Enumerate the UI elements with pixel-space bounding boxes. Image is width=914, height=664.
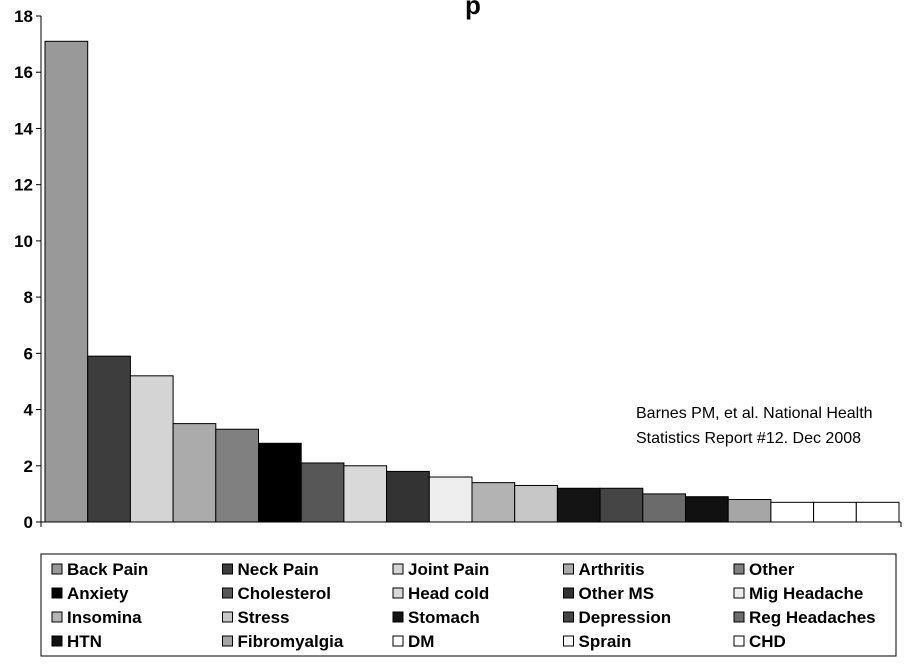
legend-label-neck-pain: Neck Pain [238, 560, 319, 579]
legend-swatch-dm [392, 635, 404, 647]
legend-swatch-reg-headaches [733, 611, 745, 623]
legend-box [40, 553, 897, 657]
legend-swatch-back-pain [51, 563, 63, 575]
bar-insomina [471, 482, 516, 523]
legend-label-insomina: Insomina [67, 608, 142, 627]
bar-cholesterol [300, 462, 345, 523]
legend-swatch-anxiety [51, 587, 63, 599]
bar-stomach [556, 487, 601, 523]
legend-label-chd: CHD [749, 632, 786, 651]
legend-swatch-cholesterol [222, 587, 233, 599]
legend-label-mig-headache: Mig Headache [749, 584, 863, 603]
y-tick-label: 2 [24, 457, 33, 476]
x-axis [36, 521, 902, 527]
bar-head-cold [343, 465, 388, 523]
bar-reg-headaches [642, 493, 686, 523]
source-note-line-2: Statistics Report #12. Dec 2008 [636, 430, 861, 447]
bar-other [215, 428, 260, 523]
bar-other-ms [386, 470, 430, 523]
bar-fibromyalgia [727, 499, 772, 523]
legend-swatch-sprain [563, 635, 574, 647]
legend-label-fibromyalgia: Fibromyalgia [238, 632, 344, 651]
legend-label-head-cold: Head cold [408, 584, 489, 603]
legend-label-depression: Depression [579, 608, 672, 627]
y-tick-label: 8 [24, 288, 33, 307]
y-axis: 0 2 4 6 8 10 12 14 16 18 [14, 7, 42, 532]
legend-label-cholesterol: Cholesterol [238, 584, 332, 603]
legend-swatch-htn [51, 635, 63, 647]
legend-label-sprain: Sprain [579, 632, 632, 651]
y-tick-label: 4 [24, 401, 34, 420]
legend-swatch-arthritis [563, 563, 574, 575]
y-tick-label: 18 [14, 7, 33, 26]
legend-swatch-head-cold [392, 587, 404, 599]
legend-label-dm: DM [408, 632, 434, 651]
legend-label-joint-pain: Joint Pain [408, 560, 489, 579]
legend-label-stress: Stress [238, 608, 290, 627]
bar-arthritis [172, 423, 217, 523]
legend-label-other: Other [749, 560, 795, 579]
bar-neck-pain [87, 355, 131, 523]
bars [44, 40, 900, 523]
legend-swatch-other-ms [563, 587, 574, 599]
chart-title: p [465, 0, 481, 20]
source-note-line-1: Barnes PM, et al. National Health [636, 405, 873, 422]
legend-swatch-insomina [51, 611, 63, 623]
legend-swatch-stress [222, 611, 233, 623]
bar-joint-pain [129, 375, 174, 523]
legend-swatch-neck-pain [222, 563, 233, 575]
y-tick-label: 10 [14, 232, 33, 251]
y-tick-label: 0 [24, 513, 33, 532]
y-tick-label: 14 [14, 119, 33, 138]
bar-back-pain [44, 40, 89, 523]
y-tick-label: 16 [14, 63, 33, 82]
legend-label-back-pain: Back Pain [67, 560, 148, 579]
y-tick-label: 12 [14, 176, 33, 195]
legend-label-arthritis: Arthritis [579, 560, 645, 579]
bar-depression [599, 487, 644, 523]
legend-label-other-ms: Other MS [579, 584, 655, 603]
legend-swatch-stomach [392, 611, 404, 623]
legend-swatch-mig-headache [733, 587, 745, 599]
bar-mig-headache [428, 476, 473, 523]
legend-swatch-joint-pain [392, 563, 404, 575]
bar-htn [685, 496, 729, 523]
legend-swatch-depression [563, 611, 574, 623]
legend-label-stomach: Stomach [408, 608, 480, 627]
bar-stress [514, 484, 558, 523]
bar-chd [855, 501, 900, 523]
legend-swatch-chd [733, 635, 745, 647]
y-tick-label: 6 [24, 344, 33, 363]
legend-label-reg-headaches: Reg Headaches [749, 608, 876, 627]
legend-swatch-other [733, 563, 745, 575]
legend-label-anxiety: Anxiety [67, 584, 129, 603]
legend-label-htn: HTN [67, 632, 102, 651]
bar-dm [770, 501, 815, 523]
bar-anxiety [258, 442, 302, 523]
legend: Back Pain Neck Pain Joint Pain Arthritis Oth… [51, 560, 876, 651]
bar-sprain [813, 501, 857, 523]
legend-swatch-fibromyalgia [222, 635, 233, 647]
